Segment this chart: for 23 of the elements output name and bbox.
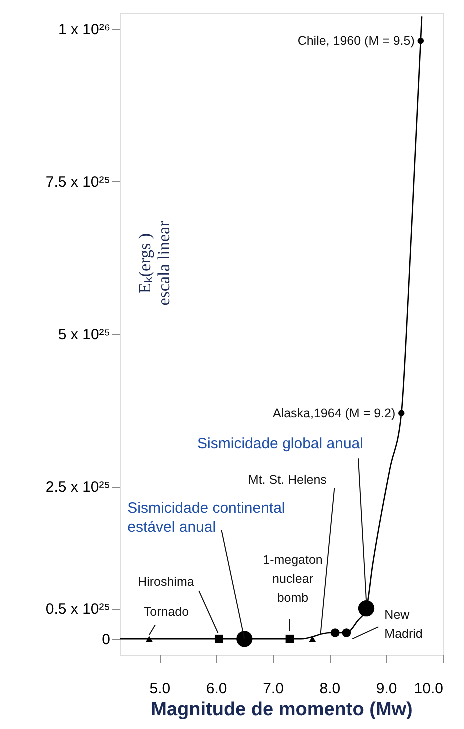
x-tick-label: 5.0	[150, 680, 171, 698]
x-axis-title: Magnitude de momento (Mw)	[151, 700, 413, 720]
y-tick-label: 7.5 x 10²⁵	[46, 174, 110, 191]
x-tick-label: 6.0	[206, 680, 228, 698]
annotation: Alaska,1964 (M = 9.2)	[272, 406, 396, 420]
y-tick-label: 5 x 10²⁵	[58, 326, 110, 344]
annotation: New Madrid	[384, 608, 423, 642]
annotation: Hiroshima	[138, 575, 194, 590]
y-tick-label: 0	[102, 632, 110, 649]
annotation: 1-megaton nuclear bomb	[263, 553, 323, 606]
y-tick-label: 0.5 x 10²⁵	[46, 601, 110, 618]
annotation: Sismicidade global anual	[198, 436, 364, 453]
x-tick-label: 8.0	[320, 680, 341, 698]
y-tick-label: 1 x 10²⁶	[58, 21, 110, 38]
x-tick-label: 10.0	[414, 680, 444, 698]
annotation: Sismicidade continental estável anual	[128, 500, 286, 536]
annotation: Mt. St. Helens	[248, 473, 327, 488]
annotation: Chile, 1960 (M = 9.5)	[298, 34, 415, 48]
annotation: Tornado	[144, 605, 190, 620]
y-axis-title: Eₖ(ergs ) escala linear	[136, 220, 174, 306]
x-tick-label: 7.0	[263, 680, 284, 698]
x-tick-label: 9.0	[376, 680, 398, 698]
y-tick-label: 2.5 x 10²⁵	[46, 479, 110, 496]
